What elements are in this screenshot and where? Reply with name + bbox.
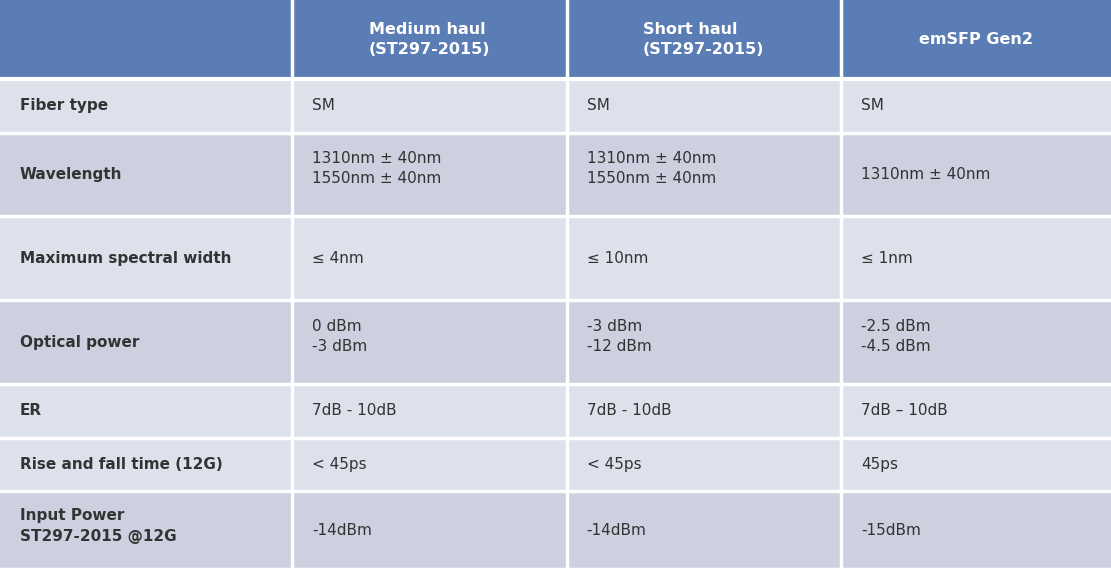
Text: emSFP Gen2: emSFP Gen2	[919, 32, 1033, 47]
Bar	[0, 216, 292, 300]
Text: Maximum spectral width: Maximum spectral width	[20, 251, 231, 266]
Text: Input Power
ST297-2015 @12G: Input Power ST297-2015 @12G	[20, 508, 177, 544]
Text: < 45ps: < 45ps	[312, 457, 367, 472]
Text: 7dB - 10dB: 7dB - 10dB	[312, 403, 397, 418]
Text: -14dBm: -14dBm	[587, 522, 647, 538]
Bar	[292, 300, 567, 384]
Bar	[567, 133, 841, 216]
Bar	[567, 384, 841, 438]
Bar	[841, 438, 1111, 491]
Text: SM: SM	[587, 98, 610, 113]
Text: Wavelength: Wavelength	[20, 167, 122, 182]
Text: -3 dBm
-12 dBm: -3 dBm -12 dBm	[587, 319, 651, 354]
Bar	[567, 0, 841, 79]
Bar	[0, 491, 292, 569]
Text: Medium haul
(ST297-2015): Medium haul (ST297-2015)	[369, 22, 490, 56]
Text: Optical power: Optical power	[20, 335, 139, 350]
Bar	[841, 384, 1111, 438]
Bar	[841, 79, 1111, 133]
Bar	[841, 0, 1111, 79]
Bar	[292, 438, 567, 491]
Text: < 45ps: < 45ps	[587, 457, 641, 472]
Bar	[292, 216, 567, 300]
Text: ≤ 4nm: ≤ 4nm	[312, 251, 364, 266]
Bar	[567, 300, 841, 384]
Bar	[0, 300, 292, 384]
Text: SM: SM	[312, 98, 336, 113]
Text: -14dBm: -14dBm	[312, 522, 372, 538]
Bar	[0, 79, 292, 133]
Bar	[292, 0, 567, 79]
Text: ≤ 1nm: ≤ 1nm	[861, 251, 913, 266]
Text: -15dBm: -15dBm	[861, 522, 921, 538]
Text: 1310nm ± 40nm
1550nm ± 40nm: 1310nm ± 40nm 1550nm ± 40nm	[587, 151, 715, 187]
Bar	[841, 216, 1111, 300]
Bar	[841, 491, 1111, 569]
Bar	[292, 384, 567, 438]
Bar	[567, 438, 841, 491]
Bar	[0, 0, 292, 79]
Text: Rise and fall time (12G): Rise and fall time (12G)	[20, 457, 222, 472]
Bar	[0, 438, 292, 491]
Bar	[0, 133, 292, 216]
Bar	[292, 133, 567, 216]
Bar	[841, 133, 1111, 216]
Bar	[292, 491, 567, 569]
Text: 7dB - 10dB: 7dB - 10dB	[587, 403, 671, 418]
Text: SM: SM	[861, 98, 884, 113]
Text: -2.5 dBm
-4.5 dBm: -2.5 dBm -4.5 dBm	[861, 319, 931, 354]
Text: 1310nm ± 40nm
1550nm ± 40nm: 1310nm ± 40nm 1550nm ± 40nm	[312, 151, 441, 187]
Text: 1310nm ± 40nm: 1310nm ± 40nm	[861, 167, 990, 182]
Text: Fiber type: Fiber type	[20, 98, 108, 113]
Bar	[841, 300, 1111, 384]
Text: 45ps: 45ps	[861, 457, 898, 472]
Bar	[292, 79, 567, 133]
Text: ≤ 10nm: ≤ 10nm	[587, 251, 648, 266]
Text: 0 dBm
-3 dBm: 0 dBm -3 dBm	[312, 319, 368, 354]
Bar	[0, 384, 292, 438]
Bar	[567, 491, 841, 569]
Bar	[567, 79, 841, 133]
Bar	[567, 216, 841, 300]
Text: 7dB – 10dB: 7dB – 10dB	[861, 403, 948, 418]
Text: Short haul
(ST297-2015): Short haul (ST297-2015)	[643, 22, 764, 56]
Text: ER: ER	[20, 403, 42, 418]
